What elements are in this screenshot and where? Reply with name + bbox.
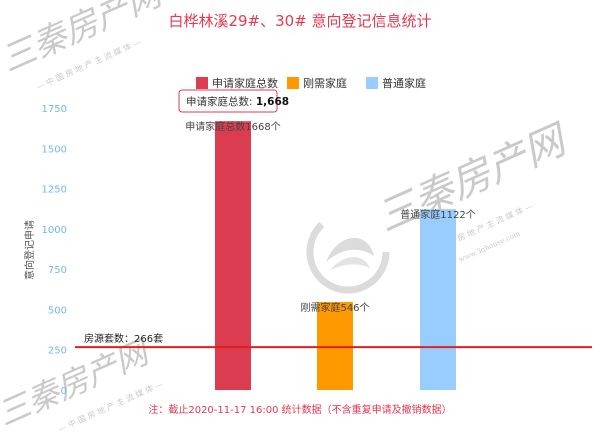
- y-tick-label: 1750: [42, 104, 67, 115]
- footnote: 注：截止2020-11-17 16:00 统计数据（不含重复申请及撤销数据）: [148, 403, 451, 416]
- y-tick-label: 250: [48, 346, 67, 357]
- tooltip-value: 1,668: [256, 96, 289, 108]
- data-label: 申请家庭总数1668个: [185, 120, 280, 133]
- chart-title: 白桦林溪29#、30# 意向登记信息统计: [168, 12, 431, 30]
- logo-swirl: [330, 257, 370, 270]
- y-tick-label: 0: [61, 386, 67, 397]
- logo-swirl: [326, 237, 374, 262]
- y-axis-label: 意向登记申请: [23, 220, 36, 280]
- data-label: 普通家庭1122个: [400, 208, 475, 221]
- data-label: 刚需家庭546个: [300, 301, 369, 314]
- y-tick-label: 500: [48, 305, 67, 316]
- watermark-logo: [306, 210, 390, 294]
- tooltip-label: 申请家庭总数:: [186, 95, 256, 108]
- bar[interactable]: [317, 302, 353, 390]
- legend-label[interactable]: 普通家庭: [382, 76, 426, 90]
- y-tick-label: 750: [48, 265, 67, 276]
- tooltip: 申请家庭总数: 1,668: [178, 89, 289, 113]
- y-tick-label: 1000: [42, 225, 67, 236]
- legend-swatch[interactable]: [366, 77, 378, 89]
- legend-label[interactable]: 申请家庭总数: [212, 76, 278, 90]
- tooltip-content: 申请家庭总数: 1,668: [186, 95, 289, 108]
- reference-line-label: 房源套数：266套: [84, 332, 163, 345]
- watermark-layer: 三秦房产网— 中 国 房 地 产 主 流 媒 体 —三秦房产网— 中 国 房 地…: [0, 0, 576, 434]
- legend-label[interactable]: 刚需家庭: [303, 76, 347, 90]
- legend-swatch[interactable]: [196, 77, 208, 89]
- y-tick-label: 1250: [42, 185, 67, 196]
- reference-line: 房源套数：266套: [75, 332, 592, 349]
- logo-ring: [306, 210, 390, 294]
- y-axis: 0 250 500 750 1000 1250 1500 1750: [42, 104, 67, 397]
- y-tick-label: 1500: [42, 144, 67, 155]
- chart-legend[interactable]: 申请家庭总数 刚需家庭 普通家庭: [196, 76, 426, 90]
- legend-swatch[interactable]: [287, 77, 299, 89]
- tooltip-box: [178, 89, 278, 113]
- watermark-text: 三秦房产网: [370, 116, 576, 241]
- bar[interactable]: [420, 209, 456, 390]
- bar[interactable]: [215, 121, 251, 390]
